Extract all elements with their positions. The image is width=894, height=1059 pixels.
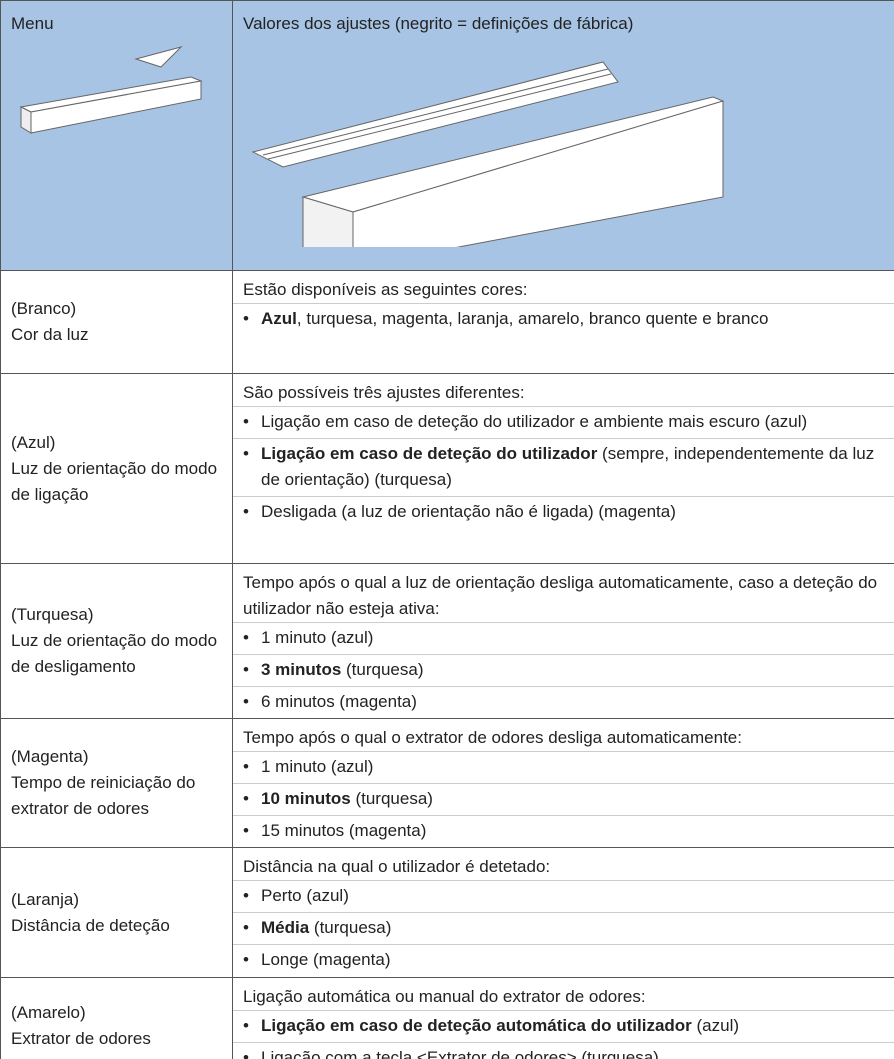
option-text: Ligação com a tecla <Extrator de odores>… <box>261 1048 659 1059</box>
default-option: Média <box>261 918 310 937</box>
option-item: 6 minutos (magenta) <box>233 686 894 718</box>
intro-text: Estão disponíveis as seguintes cores: <box>243 280 528 299</box>
option-text: Ligação em caso de deteção do utilizador… <box>261 412 808 431</box>
values-cell: São possíveis três ajustes diferentes: Li… <box>232 373 894 564</box>
menu-text: Luz de orientação do modo de desligament… <box>11 631 218 676</box>
menu-text: Cor da luz <box>11 325 89 344</box>
values-cell: Estão disponíveis as seguintes cores: Azu… <box>232 270 894 374</box>
row: (Laranja) Distância de deteção Distância n… <box>0 847 894 978</box>
illustration-small <box>19 46 203 134</box>
menu-cell: (Turquesa) Luz de orientação do modo de d… <box>0 563 233 719</box>
option-item: Ligação com a tecla <Extrator de odores>… <box>233 1042 894 1059</box>
row: (Turquesa) Luz de orientação do modo de d… <box>0 563 894 719</box>
option-text: (sempre, independentemente da luz de ori… <box>261 444 875 489</box>
header-cell: Menu <box>0 0 233 271</box>
option-item: 1 minuto (azul) <box>233 751 894 783</box>
option-item: 15 minutos (magenta) <box>233 815 894 847</box>
intro-text: Distância na qual o utilizador é detetad… <box>243 857 551 876</box>
option-item: Ligação em caso de deteção do utilizador… <box>233 406 894 438</box>
default-option: 10 minutos <box>261 789 351 808</box>
option-item: 10 minutos (turquesa) <box>233 783 894 815</box>
option-item: 3 minutos (turquesa) <box>233 654 894 686</box>
menu-text: Luz de orientação do modo de ligação <box>11 458 218 504</box>
option-item: Desligada (a luz de orientação não é lig… <box>233 496 894 528</box>
option-item: Longe (magenta) <box>233 944 894 976</box>
intro-text: Tempo após o qual o extrator de odores d… <box>243 728 742 747</box>
option-text: Perto (azul) <box>261 886 349 905</box>
values-cell: Ligação automática ou manual do extrator… <box>232 977 894 1059</box>
option-text: 15 minutos (magenta) <box>261 821 427 840</box>
menu-cell: (Laranja) Distância de deteção <box>0 847 233 978</box>
menu-text: (Azul) <box>11 432 56 452</box>
values-cell: Tempo após o qual o extrator de odores d… <box>232 718 894 848</box>
menu-text: (Magenta) <box>11 747 89 766</box>
option-list: Ligação em caso de deteção do utilizador… <box>233 406 894 528</box>
option-text: 1 minuto (azul) <box>261 628 374 647</box>
option-text: (turquesa) <box>350 789 433 808</box>
intro-text: Ligação automática ou manual do extrator… <box>243 987 646 1006</box>
row: (Amarelo) Extrator de odores Ligação autom… <box>0 977 894 1059</box>
menu-text: (Laranja) <box>11 889 80 909</box>
option-text: (turquesa) <box>309 918 392 937</box>
menu-cell: (Azul) Luz de orientação do modo de ligaç… <box>0 373 233 564</box>
header-row: Menu Valores dos ajustes (negrito = defi… <box>0 0 894 271</box>
intro-text: Tempo após o qual a luz de orientação de… <box>243 573 878 618</box>
default-option: 3 minutos <box>261 660 342 679</box>
row: (Branco) Cor da luz Estão disponíveis as s… <box>0 270 894 374</box>
menu-text: (Turquesa) <box>11 605 94 624</box>
menu-cell: (Amarelo) Extrator de odores <box>0 977 233 1059</box>
menu-text: (Branco) <box>11 299 77 318</box>
default-option: Azul <box>261 309 297 328</box>
option-text: , turquesa, magenta, laranja, amarelo, b… <box>296 309 769 328</box>
option-text: Desligada (a luz de orientação não é lig… <box>261 502 676 521</box>
option-item: 1 minuto (azul) <box>233 622 894 654</box>
row: (Magenta) Tempo de reiniciação do extrato… <box>0 718 894 848</box>
option-text: (turquesa) <box>341 660 424 679</box>
header-menu: Menu <box>11 14 54 33</box>
option-text: 1 minuto (azul) <box>261 757 374 776</box>
option-list: Perto (azul) Média (turquesa) Longe (magen… <box>233 880 894 976</box>
option-list: 1 minuto (azul) 10 minutos (turquesa) 15 m… <box>233 751 894 847</box>
option-list: Azul, turquesa, magenta, laranja, amarel… <box>233 303 894 335</box>
row: (Azul) Luz de orientação do modo de ligaç… <box>0 373 894 564</box>
default-option: Ligação em caso de deteção do utilizador <box>261 444 598 463</box>
illustration-large <box>251 61 725 268</box>
option-item: Perto (azul) <box>233 880 894 912</box>
option-item: Azul, turquesa, magenta, laranja, amarel… <box>233 303 894 335</box>
option-list: 1 minuto (azul) 3 minutos (turquesa) 6 min… <box>233 622 894 718</box>
option-item: Média (turquesa) <box>233 912 894 944</box>
values-cell: Distância na qual o utilizador é detetad… <box>232 847 894 978</box>
values-cell: Tempo após o qual a luz de orientação de… <box>232 563 894 719</box>
option-item: Ligação em caso de deteção do utilizador… <box>233 438 894 496</box>
option-item: Ligação em caso de deteção automática do… <box>233 1010 894 1042</box>
menu-text: Tempo de reiniciação do extrator de odor… <box>11 773 196 818</box>
menu-cell: (Magenta) Tempo de reiniciação do extrato… <box>0 718 233 848</box>
option-text: 6 minutos (magenta) <box>261 692 417 711</box>
menu-text: Distância de deteção <box>11 915 170 935</box>
menu-text: Extrator de odores <box>11 1029 151 1048</box>
default-option: Ligação em caso de deteção automática do… <box>261 1016 692 1035</box>
menu-text: (Amarelo) <box>11 1003 86 1022</box>
option-list: Ligação em caso de deteção automática do… <box>233 1010 894 1059</box>
option-text: (azul) <box>691 1016 740 1035</box>
header-values: Valores dos ajustes (negrito = definiçõe… <box>243 14 634 33</box>
option-text: Longe (magenta) <box>261 950 391 969</box>
header-cell: Valores dos ajustes (negrito = definiçõe… <box>232 0 894 271</box>
intro-text: São possíveis três ajustes diferentes: <box>243 383 525 402</box>
menu-cell: (Branco) Cor da luz <box>0 270 233 374</box>
